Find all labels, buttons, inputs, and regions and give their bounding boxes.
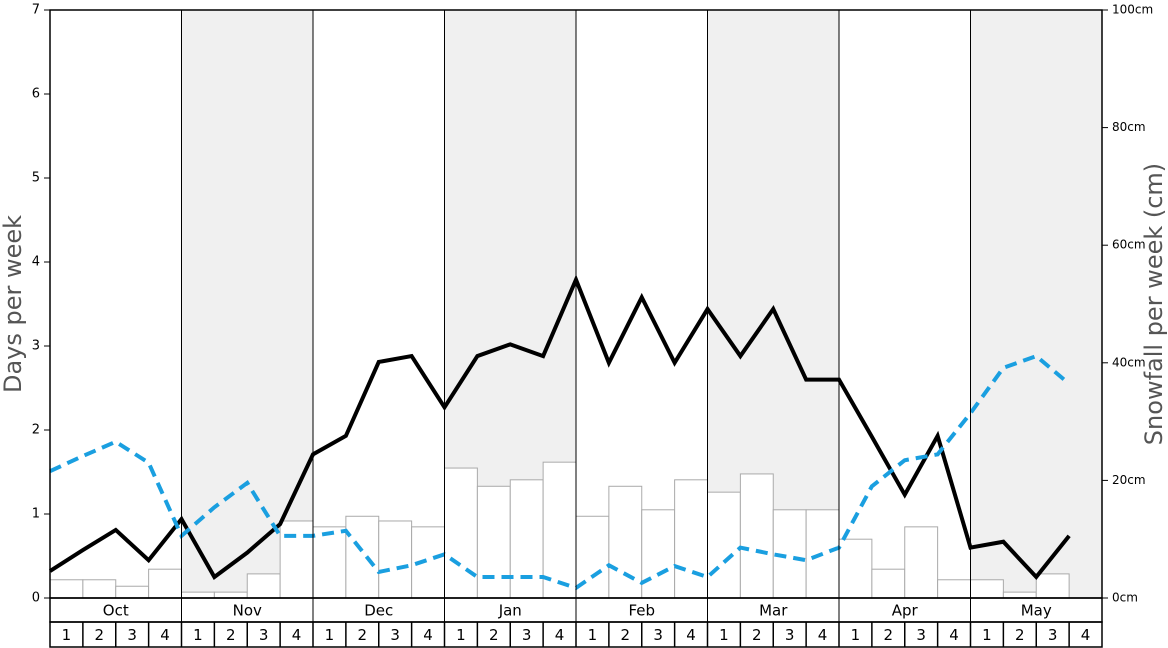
line	[49, 353, 1071, 591]
x-tick-label: 3	[390, 626, 400, 644]
x-tick-label: 1	[456, 626, 466, 644]
bar	[444, 467, 478, 599]
bar	[739, 473, 774, 599]
bar	[641, 509, 676, 599]
bar	[378, 520, 413, 599]
y2-tick-label: 0cm	[1112, 591, 1138, 605]
x-tick-label: 1	[62, 626, 72, 644]
month-shade	[181, 10, 313, 598]
y2-tick-label: 40cm	[1112, 355, 1146, 369]
x-tick-label: 3	[785, 626, 795, 644]
bar	[1035, 573, 1070, 599]
x-tick-label: 4	[555, 626, 565, 644]
month-label: Dec	[364, 602, 393, 620]
x-tick-label: 2	[884, 626, 894, 644]
bar	[707, 491, 741, 599]
y2-tick-label: 80cm	[1112, 120, 1146, 134]
y-tick-label: 6	[32, 87, 40, 102]
bar	[181, 591, 215, 599]
y-tick-label: 3	[32, 339, 40, 354]
x-tick-label: 3	[127, 626, 137, 644]
bar	[476, 485, 511, 599]
y-tick-label: 5	[32, 171, 40, 186]
bar	[213, 591, 248, 599]
y2-tick-label: 60cm	[1112, 238, 1146, 252]
y-tick-label: 1	[32, 507, 40, 522]
month-label: Oct	[103, 602, 129, 620]
bar	[608, 485, 643, 599]
bar	[82, 579, 117, 599]
y-axis-title: Days per week	[0, 215, 27, 393]
bar	[838, 538, 873, 599]
month-shade	[970, 10, 1102, 598]
x-tick-label: 2	[226, 626, 236, 644]
bar	[49, 579, 84, 599]
y-tick-label: 0	[32, 591, 40, 606]
bar	[1002, 591, 1037, 599]
bar	[246, 573, 281, 599]
bar	[279, 520, 314, 599]
x-tick-label: 2	[95, 626, 105, 644]
x-tick-label: 4	[292, 626, 302, 644]
x-tick-label: 4	[1081, 626, 1091, 644]
bar	[312, 526, 347, 599]
month-label: Feb	[628, 602, 655, 620]
bar	[871, 568, 906, 599]
x-tick-label: 1	[325, 626, 335, 644]
x-tick-label: 1	[193, 626, 203, 644]
month-label: Nov	[233, 602, 262, 620]
x-tick-label: 3	[259, 626, 269, 644]
x-tick-label: 4	[686, 626, 696, 644]
x-tick-label: 4	[818, 626, 828, 644]
background	[181, 10, 1102, 598]
bar	[115, 585, 150, 599]
x-tick-label: 1	[588, 626, 598, 644]
y2-tick-label: 100cm	[1112, 3, 1153, 17]
bar	[148, 568, 182, 599]
month-label: Mar	[759, 602, 788, 620]
month-label: May	[1021, 602, 1052, 620]
x-tick-label: 1	[851, 626, 861, 644]
x-tick-label: 4	[949, 626, 959, 644]
x-tick-label: 2	[489, 626, 499, 644]
bar	[345, 515, 380, 599]
bar	[509, 479, 544, 599]
y-tick-label: 7	[32, 3, 40, 18]
x-tick-label: 4	[160, 626, 170, 644]
bar	[970, 579, 1004, 599]
month-label: Apr	[892, 602, 919, 620]
x-tick-label: 2	[621, 626, 631, 644]
bar	[904, 526, 939, 599]
month-label: Jan	[498, 602, 522, 620]
bar	[674, 479, 708, 599]
y2-axis-title: Snowfall per week (cm)	[1140, 163, 1168, 445]
x-tick-label: 3	[653, 626, 663, 644]
line	[48, 274, 1071, 581]
x-tick-label: 3	[1048, 626, 1058, 644]
x-tick-label: 1	[982, 626, 992, 644]
y2-tick-label: 20cm	[1112, 473, 1146, 487]
y-tick-label: 2	[32, 423, 40, 438]
x-tick-label: 4	[423, 626, 433, 644]
x-tick-label: 2	[358, 626, 368, 644]
x-tick-label: 3	[916, 626, 926, 644]
y-tick-label: 4	[32, 255, 40, 270]
bar	[937, 579, 971, 599]
bar	[542, 461, 577, 599]
x-tick-label: 2	[1015, 626, 1025, 644]
x-tick-label: 2	[752, 626, 762, 644]
x-tick-label: 3	[522, 626, 532, 644]
x-tick-label: 1	[719, 626, 729, 644]
